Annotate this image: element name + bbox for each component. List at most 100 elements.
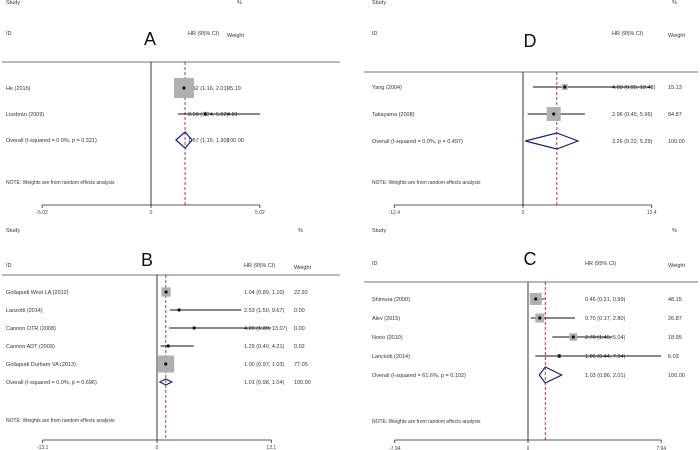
study-hr-ci: 1.29 (0.40, 4.21) [244,344,285,350]
point-estimate [563,85,567,89]
header-hr-ci: HR (95% CI) [612,31,643,37]
header-study: Study [6,0,20,6]
overall-label: Overall (I-squared = 0.0%, p = 0.321) [6,138,97,144]
study-label: Norio (2010) [372,335,403,341]
point-estimate [192,326,196,330]
point-estimate [177,308,181,312]
x-tick-label: -12.4 [389,210,401,216]
overall-diamond [538,366,564,384]
panel-letter: A [144,29,156,49]
point-estimate [557,354,561,358]
point-estimate [534,297,538,301]
study-weight: 26.87 [668,316,682,322]
study-weight: 15.13 [668,85,682,91]
point-estimate [571,335,575,339]
point-estimate [538,316,542,320]
x-tick-label: -13.1 [37,445,49,450]
study-weight: 0.00 [294,326,305,332]
point-estimate [166,344,170,348]
study-hr-ci: 4.03 (0.95, 12.43) [612,85,656,91]
study-hr-ci: 2.70 (1.45, 5.04) [585,335,626,341]
study-hr-ci: 1.00 (0.97, 1.03) [244,362,285,368]
x-tick-label: -5.02 [36,210,48,216]
study-label: Cannon ADT (2009) [6,344,55,350]
header-percent: % [298,228,303,234]
x-tick-label: 0 [527,446,530,450]
study-weight: 6.03 [668,354,679,360]
header-id: ID [6,31,12,37]
weights-note: NOTE: Weights are from random effects an… [6,418,115,424]
header-percent: % [672,228,677,234]
study-weight: 18.95 [668,335,682,341]
study-label: Shimura (2000) [372,297,410,303]
study-label: Yang (2004) [372,85,402,91]
header-study: Study [6,228,20,234]
weights-note: NOTE: Weights are from random effects an… [6,180,115,186]
study-weight: 48.15 [668,297,682,303]
overall-label: Overall (I-squared = 0.0%, p = 0.497) [372,139,463,145]
header-study: Study [372,228,386,234]
study-hr-ci: 2.50 (1.24, 5.02) [188,112,229,118]
overall-hr-ci: 1.03 (0.86, 2.01) [585,373,626,379]
overall-weight: 100.00 [294,380,311,386]
header-hr-ci: HR (95% CI) [244,263,275,269]
x-tick-label: 13.1 [266,445,276,450]
weights-note: NOTE: Weights are from random effects an… [372,419,481,425]
overall-hr-ci: 1.01 (0.98, 1.04) [244,380,285,386]
x-tick-label: 7.94 [656,446,666,450]
study-weight: 22.92 [294,290,308,296]
header-id: ID [372,261,378,267]
header-percent: % [672,0,677,6]
study-hr-ci: 1.04 (0.89, 1.10) [244,290,285,296]
study-label: He (2015) [6,86,31,92]
header-weight: Weight [294,265,311,271]
point-estimate [164,362,168,366]
study-weight: 95.19 [227,86,241,92]
study-label: Lanciotti (2014) [372,354,410,360]
overall-diamond [175,131,194,149]
overall-hr-ci: 3.26 (0.22, 5.29) [612,139,653,145]
x-tick-label: 0 [156,445,159,450]
study-label: Alev (2015) [372,316,400,322]
x-tick-label: 12.4 [647,210,657,216]
header-weight: Weight [668,263,685,269]
point-estimate [203,112,207,116]
panel-letter: D [524,31,537,51]
overall-weight: 100.00 [668,139,685,145]
header-id: ID [372,31,378,37]
header-weight: Weight [227,33,244,39]
forest-panel-d: Study % ID HR (95% CI) Weight D Yang (2004) 4.0… [364,0,698,216]
study-label: Gollapudi West LA (2012) [6,290,69,296]
study-hr-ci: 4.26 (1.39, 13.07) [244,326,288,332]
study-label: Lanzotti (2014) [6,308,43,314]
study-hr-ci: 2.53 (1.50, 9.67) [244,308,285,314]
overall-weight: 100.00 [227,138,244,144]
study-weight: 0.00 [294,308,305,314]
overall-label: Overall (I-squared = 0.0%, p = 0.696) [6,380,97,386]
overall-weight: 100.00 [668,373,685,379]
study-hr-ci: 1.52 (1.16, 2.01) [188,86,229,92]
overall-label: Overall (I-squared = 61.6%, p = 0.102) [372,373,466,379]
study-label: Lissbrán (2009) [6,112,44,118]
x-tick-label: -7.94 [389,446,401,450]
point-estimate [164,290,168,294]
forest-panel-c: Study % ID HR (95% CI) Weight C Shimura (2000)… [364,228,698,450]
overall-hr-ci: 1.57 (1.15, 1.90) [188,138,229,144]
point-estimate [552,112,556,116]
study-label: Takayama (2008) [372,112,415,118]
header-hr-ci: HR (95% CI) [585,261,616,267]
study-weight: 4.81 [227,112,238,118]
study-weight: 0.02 [294,344,305,350]
study-weight: 84.87 [668,112,682,118]
header-study: Study [372,0,386,6]
point-estimate [182,86,186,90]
header-hr-ci: HR (95% CI) [188,31,219,37]
forest-panel-b: Study % ID HR (95% CI) Weight B Gollapudi West… [2,228,340,450]
overall-diamond [158,378,174,386]
study-weight: 77.05 [294,362,308,368]
study-hr-ci: 0.46 (0.21, 0.99) [585,297,626,303]
header-percent: % [237,0,242,6]
x-tick-label: 0 [150,210,153,216]
study-hr-ci: 2.96 (0.45, 5.96) [612,112,653,118]
